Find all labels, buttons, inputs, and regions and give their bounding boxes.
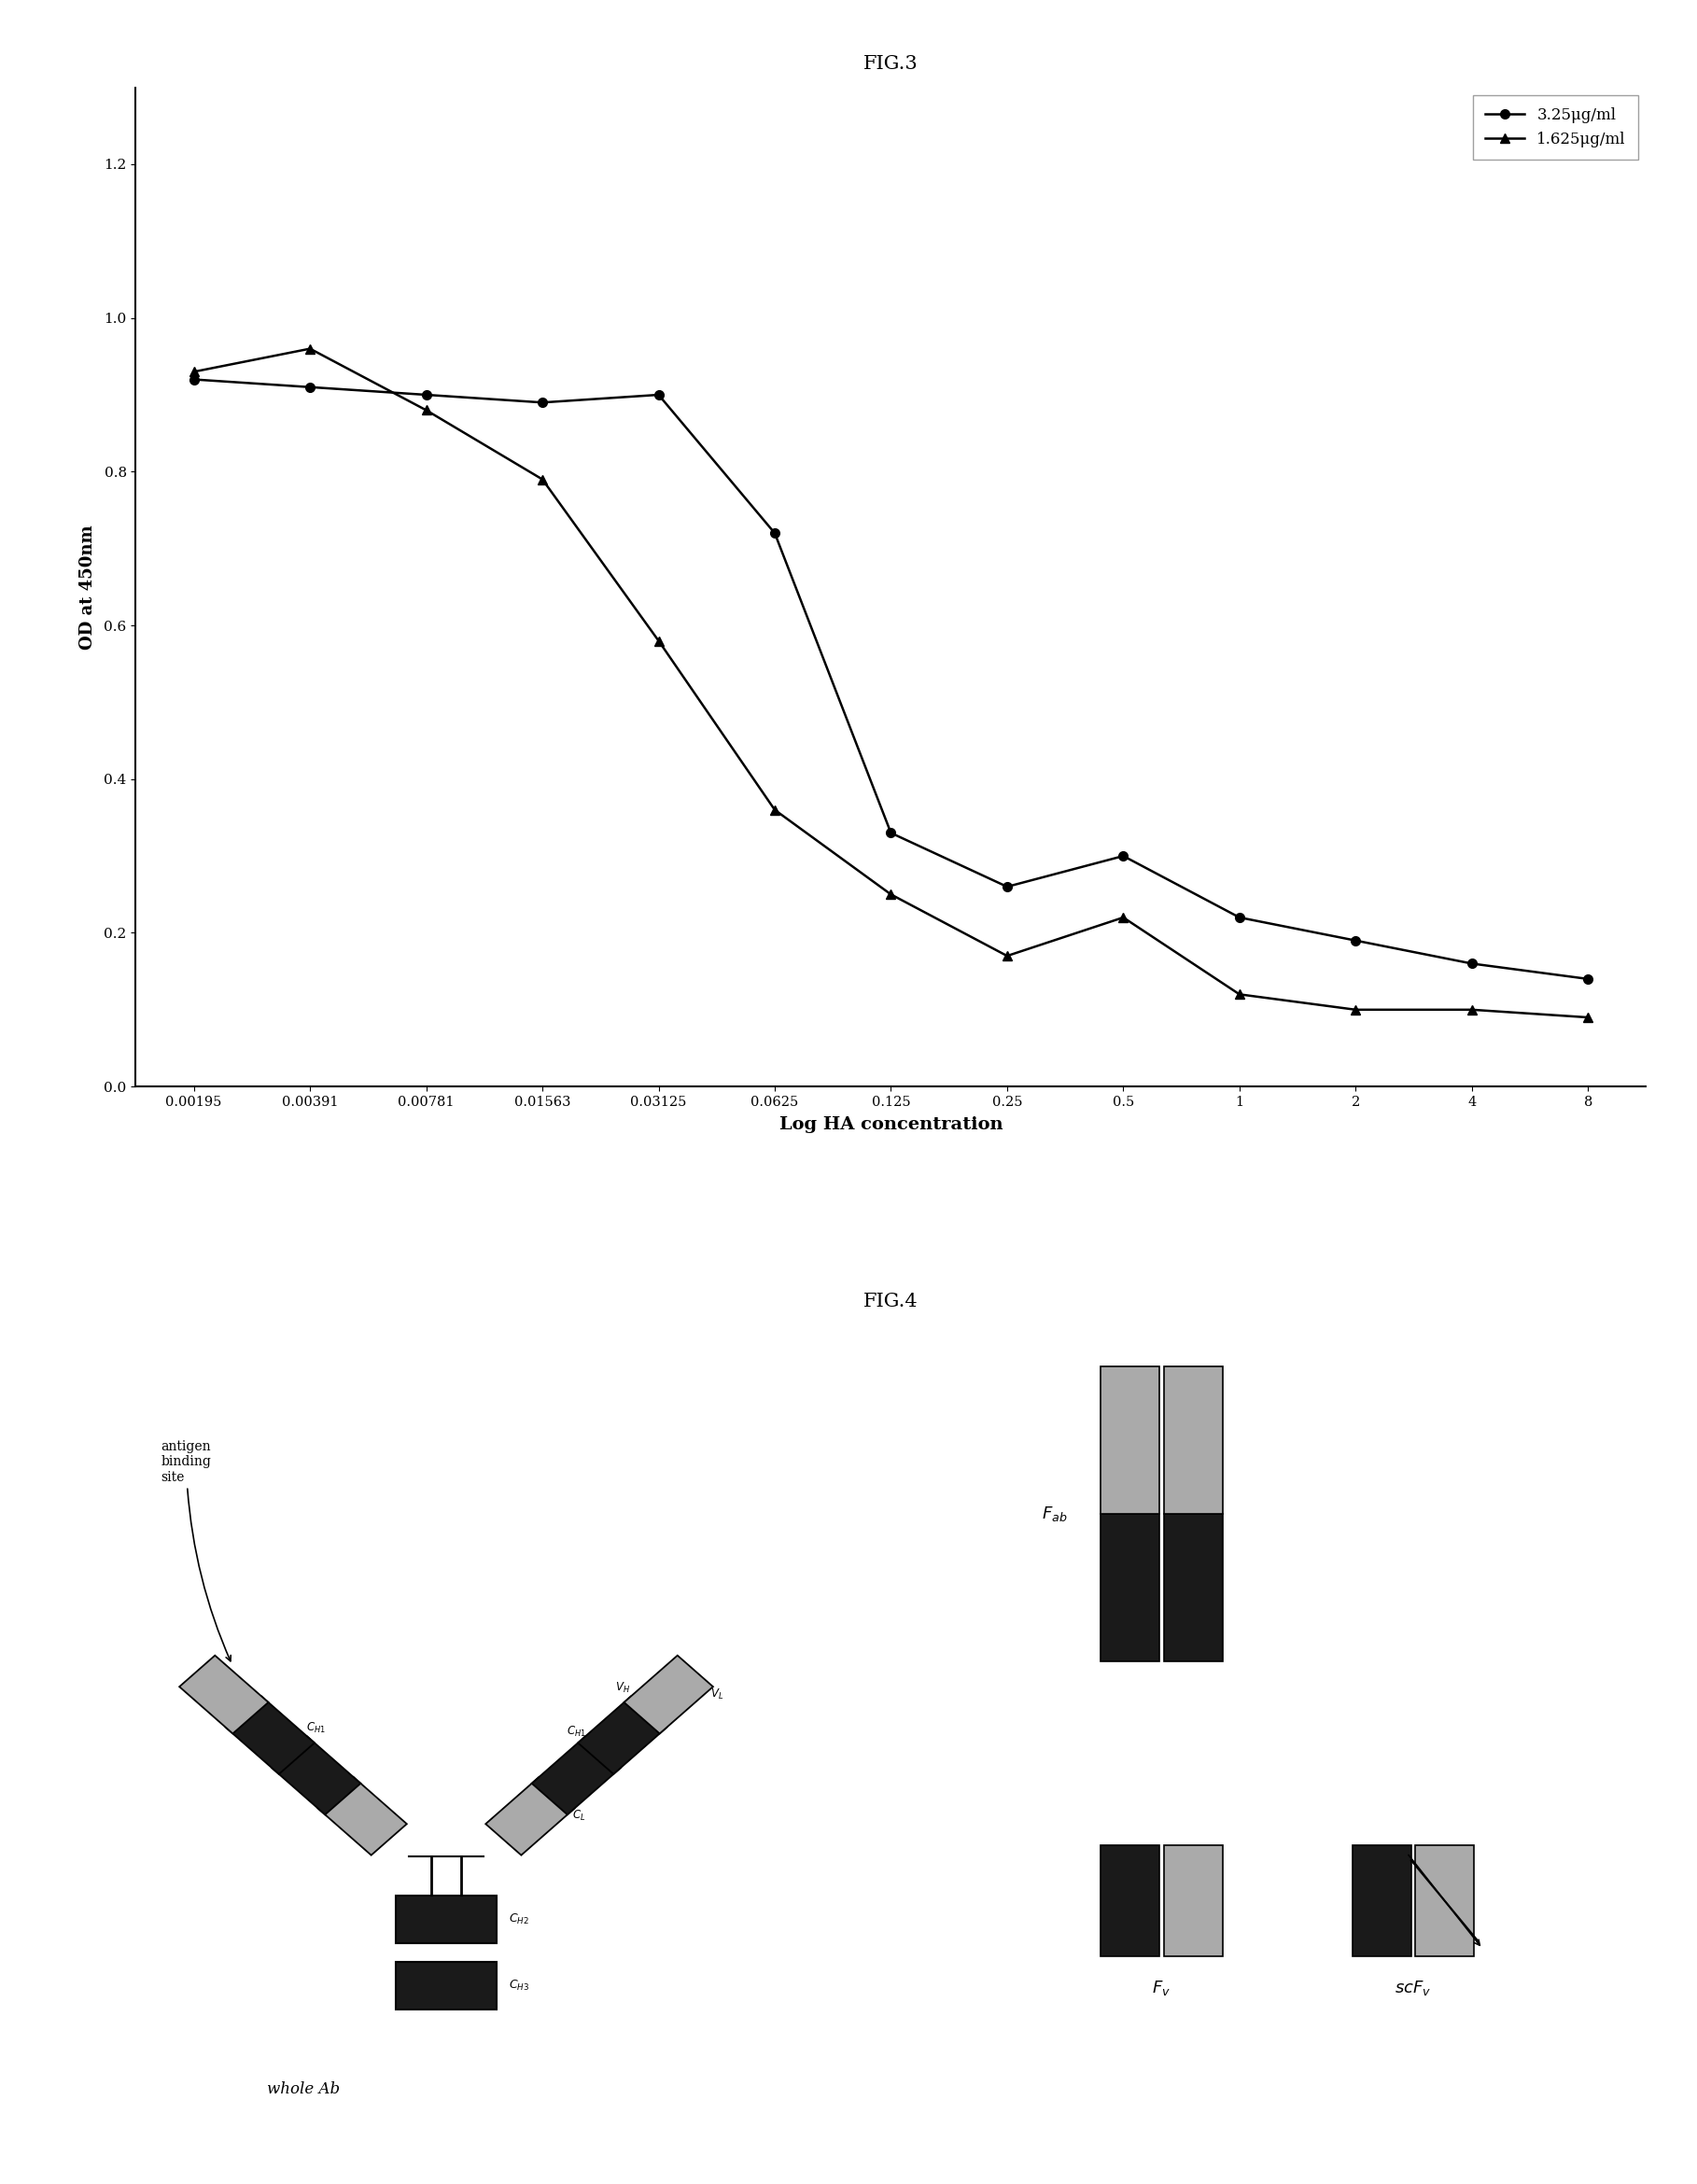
- Text: $C_{H1}$: $C_{H1}$: [567, 1725, 585, 1738]
- Text: $F_v$: $F_v$: [1152, 1979, 1171, 1996]
- Legend: 3.25μg/ml, 1.625μg/ml: 3.25μg/ml, 1.625μg/ml: [1473, 96, 1638, 159]
- Text: $V_L$: $V_L$: [711, 1688, 723, 1701]
- 3.25μg/ml: [765, 520, 786, 546]
- 3.25μg/ml: [1113, 843, 1134, 869]
- Polygon shape: [531, 1736, 621, 1815]
- 1.625μg/ml: [1229, 981, 1249, 1007]
- Text: $F_{ab}$: $F_{ab}$: [1042, 1505, 1067, 1522]
- 3.25μg/ml: [881, 819, 901, 845]
- Line: 3.25μg/ml: 3.25μg/ml: [190, 376, 1592, 983]
- 3.25μg/ml: [1461, 950, 1481, 976]
- 1.625μg/ml: [1113, 904, 1134, 930]
- 1.625μg/ml: [183, 358, 204, 384]
- X-axis label: Log HA concentration: Log HA concentration: [779, 1116, 1003, 1133]
- Bar: [1415, 1845, 1475, 1957]
- Text: $C_{H3}$: $C_{H3}$: [509, 1979, 529, 1992]
- 1.625μg/ml: [416, 397, 436, 424]
- 3.25μg/ml: [1346, 928, 1366, 954]
- Text: $C_{H1}$: $C_{H1}$: [307, 1721, 326, 1734]
- 3.25μg/ml: [533, 389, 553, 415]
- Bar: [1101, 1367, 1159, 1514]
- Text: FIG.4: FIG.4: [864, 1293, 918, 1310]
- Text: $C_L$: $C_L$: [572, 1808, 585, 1824]
- 3.25μg/ml: [183, 367, 204, 393]
- Text: $scF_v$: $scF_v$: [1395, 1979, 1432, 1996]
- Bar: [1101, 1845, 1159, 1957]
- 3.25μg/ml: [1578, 965, 1599, 992]
- Polygon shape: [226, 1697, 314, 1773]
- Polygon shape: [180, 1655, 268, 1734]
- 1.625μg/ml: [533, 465, 553, 491]
- Polygon shape: [395, 1961, 497, 2009]
- 1.625μg/ml: [1578, 1005, 1599, 1031]
- Bar: [1164, 1514, 1222, 1662]
- Bar: [1101, 1514, 1159, 1662]
- 3.25μg/ml: [416, 382, 436, 408]
- 3.25μg/ml: [648, 382, 669, 408]
- Polygon shape: [485, 1778, 575, 1854]
- Bar: [1164, 1367, 1222, 1514]
- 1.625μg/ml: [1461, 996, 1481, 1022]
- Polygon shape: [579, 1697, 667, 1773]
- 1.625μg/ml: [648, 627, 669, 653]
- 1.625μg/ml: [765, 797, 786, 823]
- 3.25μg/ml: [996, 874, 1017, 900]
- 1.625μg/ml: [1346, 996, 1366, 1022]
- Line: 1.625μg/ml: 1.625μg/ml: [190, 345, 1592, 1022]
- Y-axis label: OD at 450nm: OD at 450nm: [80, 524, 97, 649]
- Polygon shape: [624, 1655, 713, 1734]
- 1.625μg/ml: [881, 882, 901, 909]
- Polygon shape: [272, 1736, 361, 1815]
- Bar: [1164, 1845, 1222, 1957]
- Polygon shape: [317, 1778, 407, 1854]
- Text: $C_{H2}$: $C_{H2}$: [509, 1913, 529, 1926]
- Bar: [1353, 1845, 1412, 1957]
- 1.625μg/ml: [300, 336, 321, 363]
- Text: antigen
binding
site: antigen binding site: [161, 1439, 231, 1662]
- Title: FIG.3: FIG.3: [864, 55, 918, 72]
- Polygon shape: [395, 1896, 497, 1944]
- 1.625μg/ml: [996, 943, 1017, 970]
- Text: $V_H$: $V_H$: [614, 1679, 630, 1695]
- 3.25μg/ml: [1229, 904, 1249, 930]
- 3.25μg/ml: [300, 373, 321, 400]
- Text: whole Ab: whole Ab: [266, 2081, 339, 2097]
